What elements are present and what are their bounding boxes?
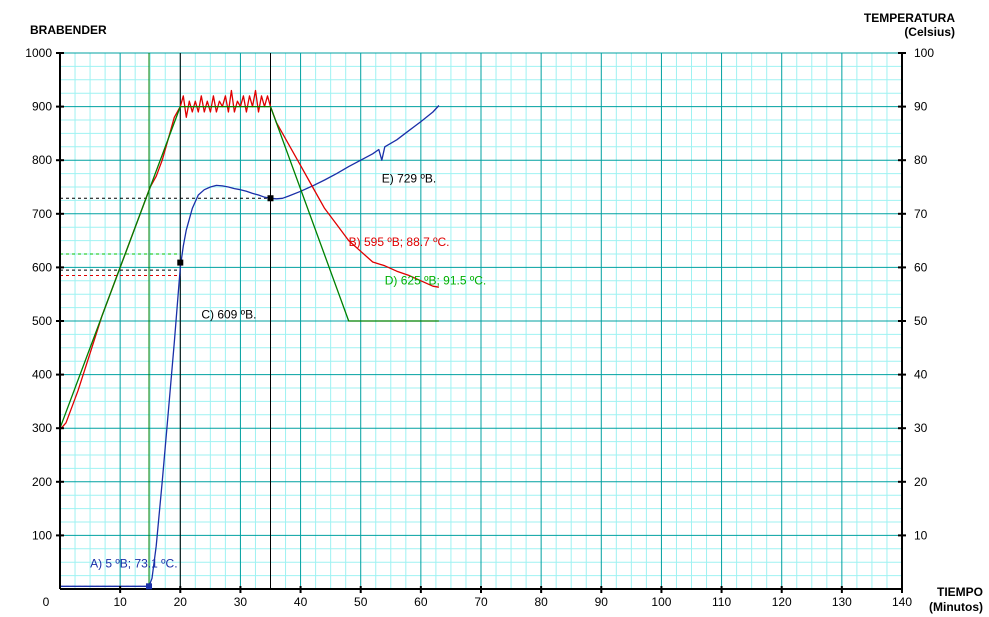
x-tick-label: 40 [294,595,308,609]
x-tick-label: 80 [534,595,548,609]
x-tick-label: 70 [474,595,488,609]
y-left-tick-label: 100 [32,528,52,542]
x-tick-label: 30 [234,595,248,609]
x-tick-label: 10 [113,595,127,609]
guide-lines [60,53,271,589]
grid-major [60,52,902,589]
y-right-tick-label: 40 [914,368,928,382]
x-origin-label: 0 [43,595,50,609]
y-left-tick-label: 1000 [25,46,52,60]
tick-labels: 1002003004005006007008009001000102030405… [25,46,934,609]
x-tick-label: 120 [772,595,792,609]
y-right-tick-label: 30 [914,421,928,435]
annotation-b: B) 595 ºB; 88.7 ºC. [349,235,450,249]
x-tick-label: 20 [174,595,188,609]
annotation-a: A) 5 ºB; 73.1 ºC. [90,557,177,571]
x-tick-label: 60 [414,595,428,609]
data-marker [267,195,274,202]
series-brabender-line [60,105,440,587]
y-right-tick-label: 10 [914,528,928,542]
y-left-tick-label: 600 [32,260,52,274]
data-marker [177,259,184,266]
annotation-e: E) 729 ºB. [382,172,436,186]
series-temperature-line [59,89,440,590]
y-right-tick-label: 90 [914,100,928,114]
x-tick-label: 110 [712,595,731,609]
y-left-tick-label: 500 [32,314,52,328]
y-right-tick-label: 80 [914,153,928,167]
y-right-tick-label: 100 [914,46,934,60]
y-left-tick-label: 900 [32,100,52,114]
series-lines [59,89,440,590]
x-axis-unit: (Minutos) [929,600,983,614]
series-temperature-program-line [59,105,439,429]
left-axis-title: BRABENDER [30,23,107,37]
x-tick-label: 130 [832,595,852,609]
annotations: A) 5 ºB; 73.1 ºC. B) 595 ºB; 88.7 ºC. C) 6… [90,172,486,571]
data-marker [146,583,153,590]
y-right-tick-label: 70 [914,207,928,221]
x-tick-label: 50 [354,595,368,609]
x-tick-label: 140 [892,595,912,609]
x-tick-label: 100 [651,595,671,609]
y-left-tick-label: 200 [32,475,52,489]
data-markers [146,195,274,590]
y-left-tick-label: 700 [32,207,52,221]
annotation-d: D) 625 ºB; 91.5 ºC. [385,274,486,288]
x-tick-label: 90 [595,595,609,609]
y-right-tick-label: 20 [914,475,928,489]
y-right-tick-label: 60 [914,260,928,274]
y-right-tick-label: 50 [914,314,928,328]
right-axis-unit: (Celsius) [904,25,955,39]
y-left-tick-label: 800 [32,153,52,167]
x-axis-title: TIEMPO [937,585,983,599]
right-axis-title: TEMPERATURA [864,11,955,25]
y-left-tick-label: 300 [32,421,52,435]
tick-marks [56,52,906,593]
annotation-c: C) 609 ºB. [201,307,256,321]
y-left-tick-label: 400 [32,368,52,382]
